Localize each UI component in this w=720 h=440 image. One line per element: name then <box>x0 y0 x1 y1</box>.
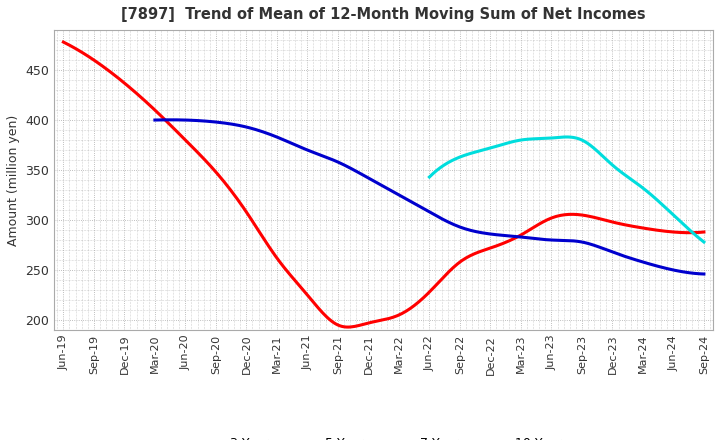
3 Years <box>443 271 451 276</box>
3 Years <box>441 273 449 279</box>
5 Years <box>650 263 659 268</box>
7 Years <box>426 173 435 179</box>
7 Years <box>700 239 708 245</box>
Y-axis label: Amount (million yen): Amount (million yen) <box>7 114 20 246</box>
5 Years <box>480 231 488 236</box>
5 Years <box>167 117 176 122</box>
5 Years <box>488 232 497 237</box>
Line: 3 Years: 3 Years <box>63 42 704 327</box>
Title: [7897]  Trend of Mean of 12-Month Moving Sum of Net Incomes: [7897] Trend of Mean of 12-Month Moving … <box>122 7 646 22</box>
7 Years <box>425 174 433 180</box>
5 Years <box>153 117 161 123</box>
3 Years <box>344 324 353 330</box>
Line: 5 Years: 5 Years <box>155 120 704 274</box>
Legend: 3 Years, 5 Years, 7 Years, 10 Years: 3 Years, 5 Years, 7 Years, 10 Years <box>194 432 573 440</box>
7 Years <box>590 145 598 150</box>
5 Years <box>615 252 624 257</box>
Line: 7 Years: 7 Years <box>429 137 704 242</box>
3 Years <box>642 226 650 231</box>
3 Years <box>700 229 708 235</box>
7 Years <box>657 202 666 207</box>
7 Years <box>588 145 597 150</box>
3 Years <box>601 217 610 223</box>
5 Years <box>477 230 486 235</box>
5 Years <box>700 271 708 277</box>
3 Years <box>59 40 68 45</box>
7 Years <box>562 134 570 139</box>
3 Years <box>61 40 70 46</box>
7 Years <box>594 150 603 155</box>
3 Years <box>453 261 462 267</box>
5 Years <box>150 117 159 123</box>
7 Years <box>675 218 683 223</box>
